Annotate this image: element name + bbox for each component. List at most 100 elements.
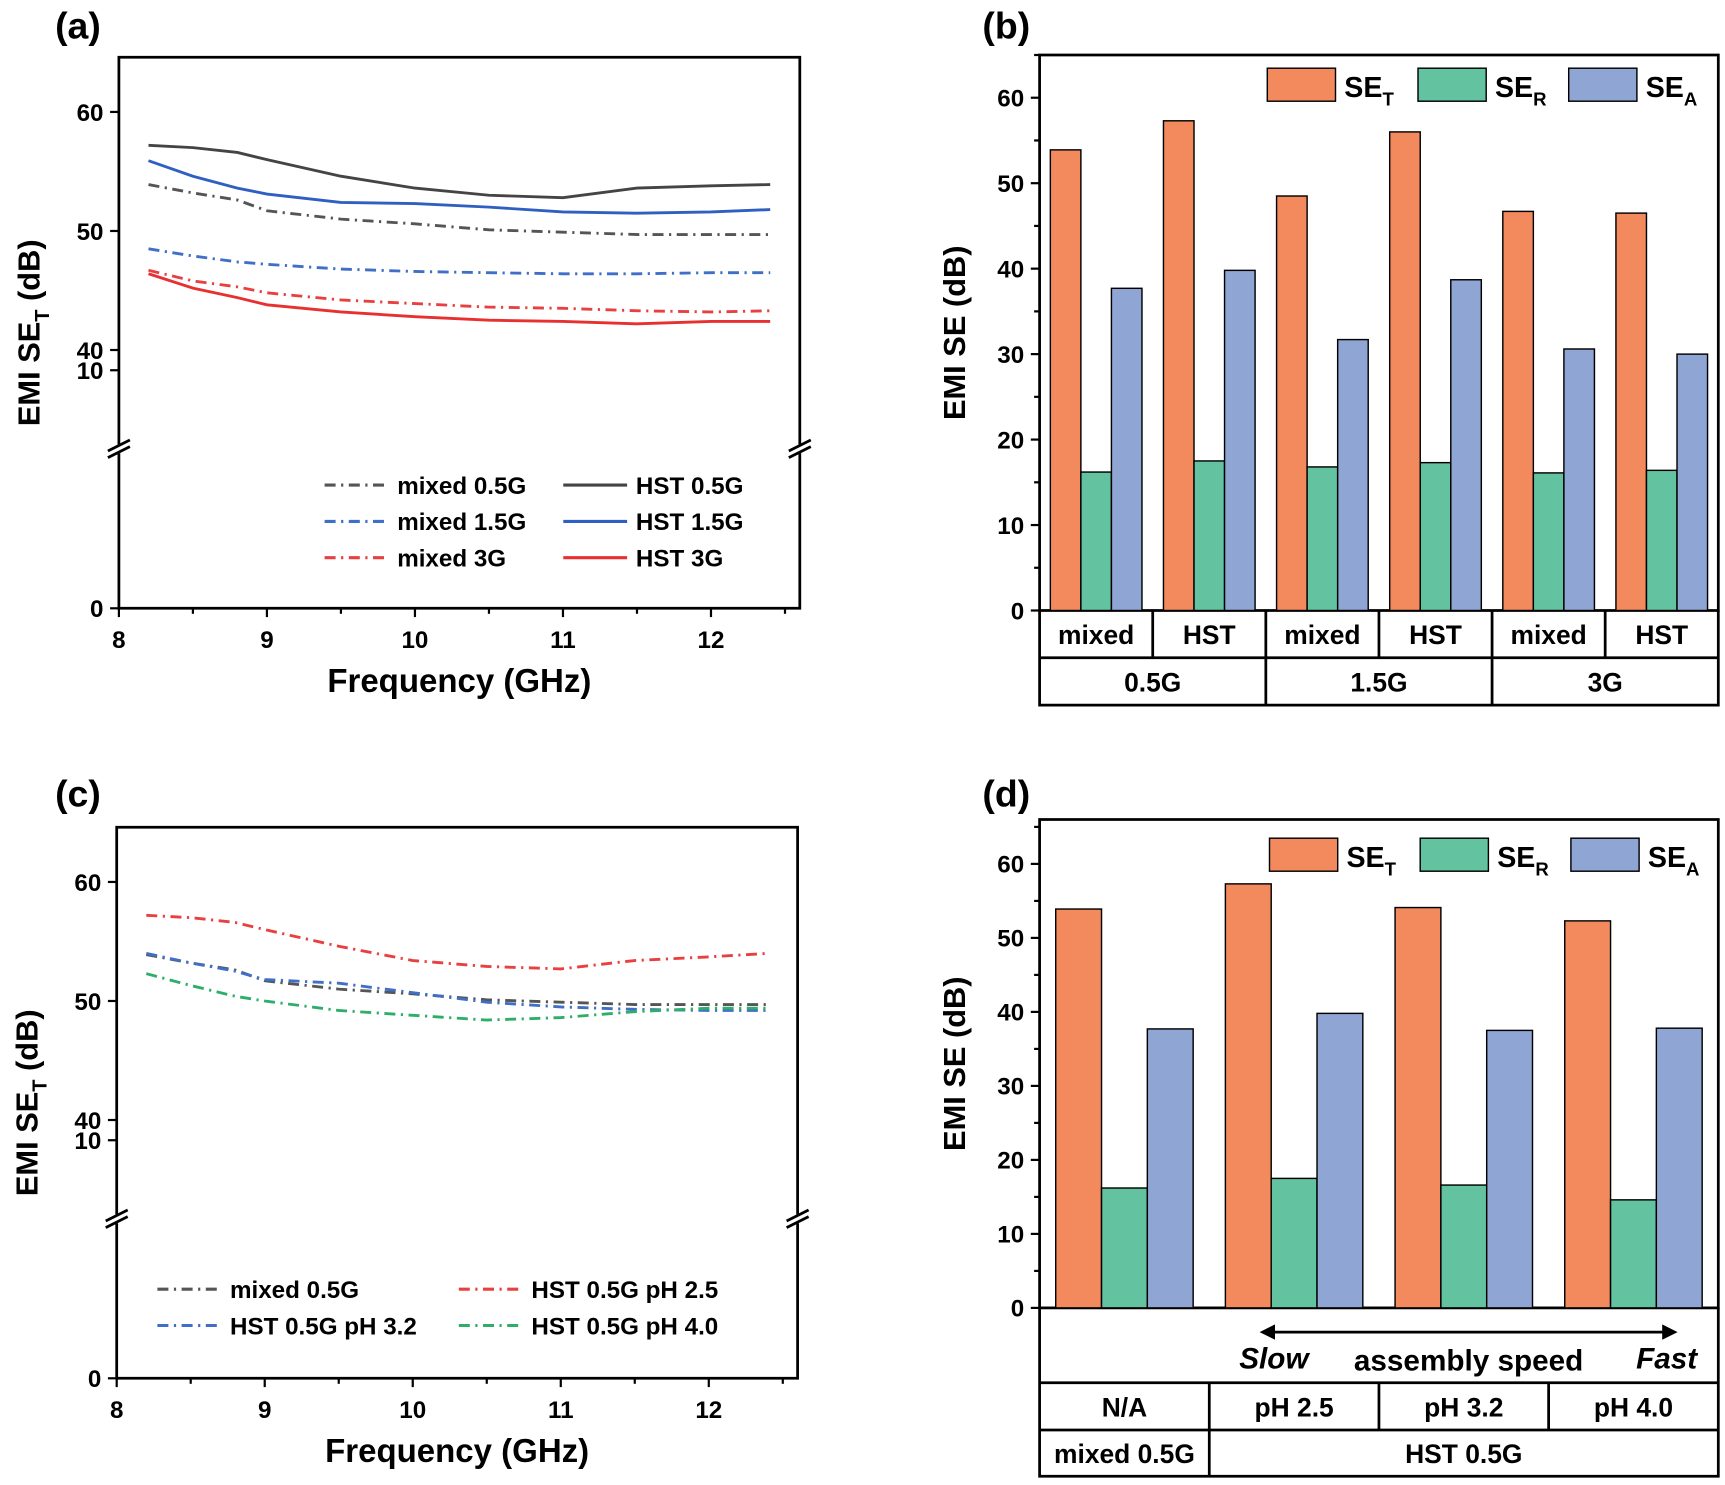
y-tick-label: 50 <box>77 219 104 246</box>
legend-label: SER <box>1495 72 1547 110</box>
y-tick-label: 10 <box>997 513 1024 540</box>
legend-label: SET <box>1347 842 1397 880</box>
x-tick-label: 11 <box>550 627 576 654</box>
legend-label: SEA <box>1646 72 1698 110</box>
y-tick-label: 0 <box>1011 598 1024 625</box>
series-line-hst-0-5g <box>148 143 771 200</box>
y-tick-label: 20 <box>997 427 1024 454</box>
series-line-hst-0-5g-ph-4-0 <box>145 972 769 1022</box>
table-frame <box>1038 1307 1720 1478</box>
category-label: pH 4.0 <box>1594 1392 1673 1422</box>
y-tick-label: 40 <box>997 1000 1024 1027</box>
axis-break-mark <box>107 438 131 459</box>
bar-SE_R-3 <box>1419 461 1452 612</box>
bar-SE_R-2 <box>1440 1184 1488 1309</box>
legend-label: SET <box>1344 72 1394 110</box>
axis-break-mark <box>105 1208 129 1229</box>
bar-SE_A-2 <box>1336 338 1369 612</box>
y-tick-label: 50 <box>997 171 1024 198</box>
x-tick-label: 8 <box>110 1397 123 1424</box>
y-tick-label: 10 <box>997 1222 1024 1249</box>
x-tick-label: 8 <box>112 627 125 654</box>
bar-SE_R-3 <box>1609 1199 1658 1309</box>
y-axis-label: EMI SET (dB) <box>12 239 54 426</box>
y-tick-label: 40 <box>74 1108 101 1135</box>
series-line-hst-0-5g-ph-2-5 <box>146 913 769 971</box>
x-tick-label: 12 <box>695 1397 722 1424</box>
legend-label: mixed 3G <box>397 546 506 573</box>
bar-SE_A-3 <box>1450 279 1483 612</box>
y-tick-label: 50 <box>997 926 1024 953</box>
legend-swatch <box>1567 67 1638 102</box>
axes-frame <box>115 825 799 1380</box>
y-tick-label: 0 <box>1011 1296 1024 1323</box>
bar-SE_T-2 <box>1275 195 1308 612</box>
panel-label: (a) <box>55 5 101 47</box>
legend-swatch <box>1570 837 1640 872</box>
x-tick-label: 11 <box>548 1397 574 1424</box>
series-line-mixed-0-5g <box>148 183 771 236</box>
bar-SE_A-0 <box>1110 287 1143 612</box>
panel-a: (a) 8 9 10 11 12 40 50 60 0 10 Frequency (GHz) EMI S… <box>12 5 812 699</box>
bar-SE_T-2 <box>1394 906 1442 1309</box>
category-label: pH 2.5 <box>1255 1392 1334 1422</box>
y-axis-label: EMI SE (dB) <box>937 976 972 1151</box>
legend-label: HST 0.5G pH 2.5 <box>531 1277 718 1304</box>
bar-SE_A-1 <box>1316 1012 1364 1309</box>
bar-SE_A-0 <box>1146 1028 1194 1309</box>
x-axis-label: Frequency (GHz) <box>327 662 591 699</box>
bar-SE_R-5 <box>1645 469 1678 612</box>
series-line-hst-1-5g <box>148 159 771 215</box>
y-tick-label: 30 <box>997 342 1024 369</box>
group-label: 1.5G <box>1350 667 1407 697</box>
bar-SE_T-1 <box>1162 120 1195 612</box>
bar-SE_T-1 <box>1224 883 1272 1309</box>
axes-frame <box>1038 818 1720 1310</box>
category-label: HST <box>1183 620 1236 650</box>
bar-SE_T-3 <box>1388 131 1421 612</box>
bar-SE_A-1 <box>1223 269 1256 612</box>
y-tick-label: 30 <box>997 1074 1024 1101</box>
panel-label: (b) <box>982 5 1030 47</box>
bar-SE_T-3 <box>1564 920 1612 1309</box>
x-tick-label: 10 <box>399 1397 426 1424</box>
category-label: N/A <box>1102 1392 1147 1422</box>
bar-SE_T-4 <box>1502 210 1535 612</box>
y-tick-label: 20 <box>997 1148 1024 1175</box>
legend-label: HST 1.5G <box>636 509 744 536</box>
y-tick-label: 50 <box>74 989 101 1016</box>
bar-SE_T-5 <box>1615 212 1648 612</box>
bar-SE_A-2 <box>1485 1029 1534 1309</box>
group-label: 3G <box>1588 667 1623 697</box>
bar-SE_T-0 <box>1055 908 1103 1309</box>
panel-label: (d) <box>982 772 1030 814</box>
panel-d: (d) 0 10 20 30 40 50 60 EMI SE (dB) SET SER SEA N/A p… <box>937 772 1720 1478</box>
legend-swatch <box>1419 837 1490 872</box>
category-label: HST <box>1635 620 1688 650</box>
legend-label: HST 0.5G pH 4.0 <box>531 1313 718 1340</box>
legend-label: mixed 1.5G <box>397 509 526 536</box>
bar-SE_R-1 <box>1193 460 1226 612</box>
axes-frame <box>117 55 802 610</box>
group-label: 0.5G <box>1124 667 1181 697</box>
bar-SE_R-4 <box>1532 472 1565 612</box>
category-label: HST <box>1409 620 1462 650</box>
y-tick-label: 10 <box>77 358 104 385</box>
axis-break-mark <box>788 438 812 459</box>
annotation-slow: Slow <box>1239 1342 1310 1375</box>
group-label: HST 0.5G <box>1405 1439 1522 1469</box>
y-tick-label: 40 <box>77 338 104 365</box>
legend-swatch <box>1268 837 1339 872</box>
panel-c: (c) 8 9 10 11 12 40 50 60 0 10 Frequency (GHz) EMI S… <box>9 772 810 1469</box>
bar-SE_R-0 <box>1080 471 1113 612</box>
series-line-mixed-1-5g <box>148 247 771 276</box>
x-axis-label: Frequency (GHz) <box>325 1432 589 1469</box>
x-tick-label: 9 <box>258 1397 271 1424</box>
series-line-mixed-3g <box>148 268 771 314</box>
panel-b: (b) 0 10 20 30 40 50 60 EMI SE (dB) SET SER SEA mixe… <box>937 5 1720 707</box>
y-axis-label: EMI SE (dB) <box>937 245 972 420</box>
legend-label: mixed 0.5G <box>397 473 526 500</box>
y-tick-label: 60 <box>77 100 104 127</box>
category-label: mixed <box>1510 620 1586 650</box>
